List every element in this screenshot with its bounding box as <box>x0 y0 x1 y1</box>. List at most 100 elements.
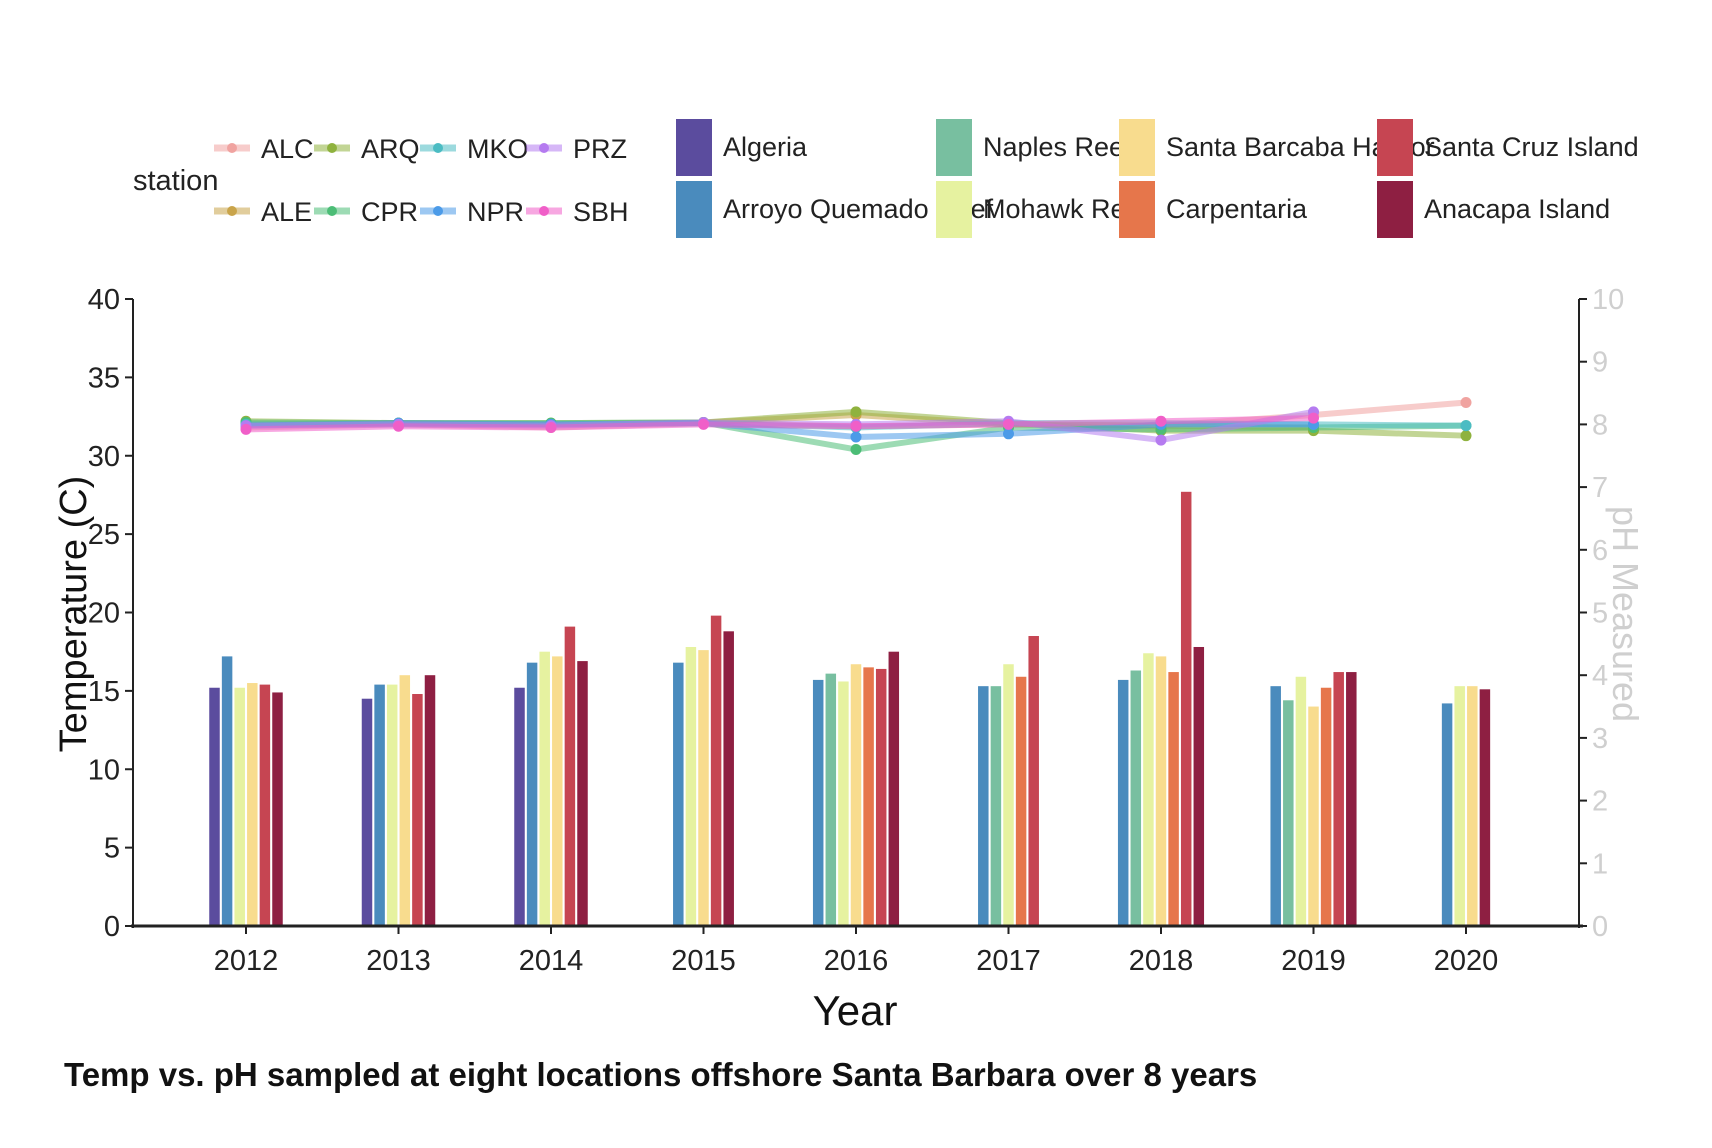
bar-santa-cruz-island-2012 <box>259 684 271 926</box>
y-tick-right-label: 4 <box>1592 660 1608 692</box>
y-axis-right-title: pH Measured <box>1605 506 1646 722</box>
bar-anacapa-island-2013 <box>424 675 436 926</box>
bar-arroyo-quemado-reef-2012 <box>221 656 233 926</box>
bar-mohawk-reef-2013 <box>386 684 398 926</box>
y-tick-right-label: 9 <box>1592 347 1608 379</box>
legend-label-cpr: CPR <box>361 197 418 227</box>
y-tick-left-label: 30 <box>88 441 120 473</box>
legend-label-naples-reef: Naples Reef <box>983 132 1132 162</box>
bar-santa-barcaba-harbor-2014 <box>552 656 563 926</box>
bar-carpentaria-2017 <box>1015 676 1027 926</box>
bar-santa-barcaba-harbor-2018 <box>1155 656 1167 926</box>
y-tick-left-label: 0 <box>104 911 120 943</box>
bar-anacapa-island-2014 <box>577 661 588 926</box>
x-tick-label: 2015 <box>671 945 736 977</box>
temperature-bars <box>209 491 1491 926</box>
bar-arroyo-quemado-reef-2017 <box>978 686 989 926</box>
point-npr-2016 <box>850 431 862 443</box>
bar-arroyo-quemado-reef-2020 <box>1441 703 1453 926</box>
y-tick-left-label: 15 <box>88 676 120 708</box>
legend-marker-arq <box>327 143 337 153</box>
y-ticks-right: 0 1 2 3 4 5 6 7 8 9 10 <box>1579 284 1624 943</box>
legend-label-anacapa-island: Anacapa Island <box>1424 194 1610 224</box>
x-tick-label: 2019 <box>1281 945 1346 977</box>
bar-naples-reef-2017 <box>990 686 1002 926</box>
bar-anacapa-island-2019 <box>1346 672 1357 926</box>
legend-marker-alc <box>227 143 237 153</box>
bar-mohawk-reef-2012 <box>234 687 245 926</box>
legend-label-carpentaria: Carpentaria <box>1166 194 1308 224</box>
bar-santa-barcaba-harbor-2016 <box>850 664 862 926</box>
y-tick-left-label: 20 <box>88 598 120 630</box>
station-legend-title: station <box>133 165 218 197</box>
bar-mohawk-reef-2020 <box>1454 686 1465 926</box>
x-tick-label: 2017 <box>976 945 1041 977</box>
x-tick-label: 2013 <box>366 945 431 977</box>
x-tick-label: 2018 <box>1129 945 1194 977</box>
point-sbh-2019 <box>1308 412 1319 424</box>
bar-mohawk-reef-2014 <box>539 651 550 926</box>
y-tick-right-label: 0 <box>1592 911 1608 943</box>
point-sbh-2016 <box>850 420 862 432</box>
bar-arroyo-quemado-reef-2019 <box>1270 686 1281 926</box>
legend-label-ale: ALE <box>261 197 312 227</box>
bar-santa-cruz-island-2014 <box>564 626 576 926</box>
point-alc-2020 <box>1460 396 1472 408</box>
chart-caption: Temp vs. pH sampled at eight locations o… <box>64 1056 1257 1093</box>
legend-marker-npr <box>433 206 443 216</box>
bar-arroyo-quemado-reef-2018 <box>1117 679 1129 926</box>
legend-label-sbh: SBH <box>573 197 629 227</box>
y-tick-left-label: 40 <box>88 284 120 316</box>
bar-arroyo-quemado-reef-2013 <box>374 684 385 926</box>
bar-santa-barcaba-harbor-2020 <box>1467 686 1478 926</box>
legend-marker-cpr <box>327 206 337 216</box>
x-ticks: 2012 2013 2014 2015 2016 2017 2018 2019 2020 <box>214 926 1499 977</box>
legend-swatch-naples-reef <box>936 119 972 176</box>
point-arq-2020 <box>1460 430 1472 442</box>
bar-algeria-2013 <box>361 698 373 926</box>
y-tick-right-label: 3 <box>1592 723 1608 755</box>
point-npr-2017 <box>1003 428 1014 440</box>
point-sbh-2012 <box>240 423 252 435</box>
y-tick-right-label: 7 <box>1592 472 1608 504</box>
legend-label-algeria: Algeria <box>723 132 808 162</box>
legend-label-arq: ARQ <box>361 134 420 164</box>
point-cpr-2016 <box>850 443 862 455</box>
bar-algeria-2014 <box>514 687 525 926</box>
y-tick-left-label: 25 <box>88 519 120 551</box>
legend-marker-prz <box>539 143 549 153</box>
bar-mohawk-reef-2017 <box>1003 664 1014 926</box>
point-sbh-2017 <box>1003 418 1014 430</box>
legend-marker-mko <box>433 143 443 153</box>
legend-marker-ale <box>227 206 237 216</box>
y-tick-right-label: 10 <box>1592 284 1624 316</box>
bar-anacapa-island-2016 <box>888 651 900 926</box>
y-tick-right-label: 5 <box>1592 598 1608 630</box>
y-tick-left-label: 35 <box>88 362 120 394</box>
x-tick-label: 2020 <box>1434 945 1499 977</box>
bar-santa-cruz-island-2017 <box>1028 636 1039 926</box>
legend-label-santa-cruz-island: Santa Cruz Island <box>1424 132 1639 162</box>
point-sbh-2013 <box>393 420 404 432</box>
y-tick-left-label: 10 <box>88 754 120 786</box>
bar-arroyo-quemado-reef-2014 <box>526 662 538 926</box>
x-tick-label: 2016 <box>824 945 889 977</box>
bar-algeria-2012 <box>209 687 220 926</box>
legend-marker-sbh <box>539 206 549 216</box>
bar-naples-reef-2016 <box>825 673 837 926</box>
bar-santa-barcaba-harbor-2013 <box>399 675 411 926</box>
legend-swatch-anacapa-island <box>1377 181 1413 238</box>
point-sbh-2015 <box>698 418 709 430</box>
legend-swatch-arroyo-quemado-reef <box>676 181 712 238</box>
bar-naples-reef-2018 <box>1130 670 1142 926</box>
bar-santa-cruz-island-2015 <box>710 615 722 926</box>
y-tick-right-label: 6 <box>1592 535 1608 567</box>
x-tick-label: 2012 <box>214 945 279 977</box>
bar-santa-barcaba-harbor-2012 <box>247 683 258 926</box>
legend-label-prz: PRZ <box>573 134 627 164</box>
station-legend: station ALC ALE ARQ CPR MKO NPR PRZ SBH <box>133 134 629 227</box>
y-tick-left-label: 5 <box>104 833 120 865</box>
bar-santa-cruz-island-2016 <box>875 668 887 926</box>
